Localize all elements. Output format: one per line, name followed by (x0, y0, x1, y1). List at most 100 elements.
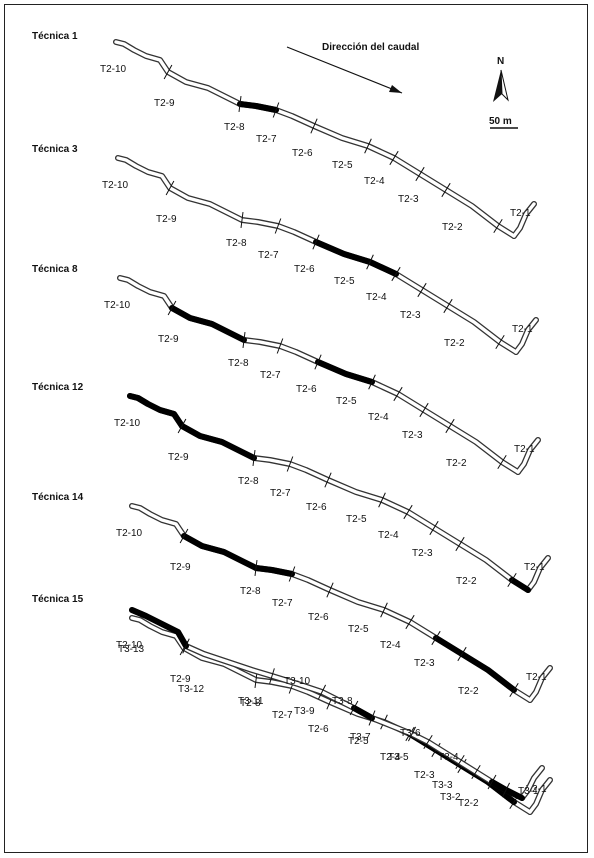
channel-inner (118, 276, 520, 474)
segment-divider (455, 754, 465, 770)
segment-divider (272, 102, 280, 118)
segment-divider (393, 386, 403, 402)
segment-divider (324, 472, 332, 488)
segment-label: T3-6 (400, 728, 421, 739)
channel-hook-inner (528, 666, 552, 702)
segment-divider (507, 572, 517, 588)
segment-divider (269, 668, 275, 684)
segment-divider (165, 180, 175, 196)
channel-hook-inner (514, 318, 538, 354)
segment-label: T2-4 (378, 530, 399, 541)
segment-divider (274, 218, 282, 234)
river-reach-2: T2-10 T2-9 T2-8 T2-7 T2-6 T2-5 T2-4 T2-3 T2-2 T2-… (104, 275, 541, 475)
channel-hook-inner (512, 202, 536, 238)
segment-label: T2-7 (258, 250, 279, 261)
panel-title: Técnica 14 (32, 492, 84, 503)
segment-divider (179, 528, 189, 544)
north-label: N (497, 56, 504, 67)
segment-label: T2-6 (306, 502, 327, 513)
segment-label: T2-1 (514, 444, 535, 455)
segment-label: T3-3 (432, 780, 453, 791)
segment-divider (368, 374, 376, 390)
segment-divider (254, 671, 258, 689)
segment-label: T3-7 (350, 732, 371, 743)
segment-divider (389, 150, 399, 166)
channel-inner (114, 40, 516, 238)
segment-divider (177, 418, 187, 434)
segment-divider (443, 298, 453, 314)
segment-divider (417, 282, 427, 298)
highlighted-segment (253, 565, 295, 577)
segment-label: T2-7 (256, 134, 277, 145)
segment-divider (366, 254, 374, 270)
segment-label: T2-5 (334, 276, 355, 287)
segment-label: T2-7 (270, 488, 291, 499)
segment-divider (276, 338, 284, 354)
river-reach-1: T2-10 T2-9 T2-8 T2-7 T2-6 T2-5 T2-4 T2-3 T2-2 T2-… (102, 155, 539, 355)
segment-label: T2-9 (170, 674, 191, 685)
segment-divider (471, 764, 481, 780)
highlighted-segment (181, 533, 259, 571)
highlighted-segment (169, 305, 247, 343)
segment-label: T2-3 (414, 770, 435, 781)
river-reach-0: T2-10 T2-9 T2-8 T2-7 T2-6 T2-5 T2-4 T2-3 T2-2 T2-… (100, 39, 537, 239)
segment-label: T2-7 (272, 598, 293, 609)
segment-divider (167, 300, 177, 316)
segment-divider (431, 630, 441, 646)
highlighted-segment (433, 635, 465, 657)
scale-label: 50 m (489, 116, 512, 127)
segment-divider (312, 234, 320, 250)
highlighted-segment (459, 651, 517, 693)
segment-label: T2-2 (458, 798, 479, 809)
segment-divider (441, 182, 451, 198)
segment-label: T2-8 (224, 122, 245, 133)
segment-divider (378, 492, 386, 508)
segment-label: T2-6 (292, 148, 313, 159)
segment-divider (242, 331, 246, 349)
panel-title: Técnica 3 (32, 144, 78, 155)
flow-direction-arrow (286, 46, 403, 94)
segment-label: T2-8 (238, 476, 259, 487)
segment-divider (368, 710, 376, 726)
channel-outline (117, 275, 521, 475)
segment-divider (288, 566, 296, 582)
segment-divider (455, 536, 465, 552)
highlighted-segment (503, 787, 525, 801)
segment-label: T3-8 (332, 696, 353, 707)
segment-label: T2-1 (512, 324, 533, 335)
segment-label: T2-6 (296, 384, 317, 395)
segment-label: T2-5 (348, 624, 369, 635)
segment-label: T2-7 (260, 370, 281, 381)
segment-divider (429, 520, 439, 536)
segment-divider (493, 218, 503, 234)
segment-divider (405, 614, 415, 630)
segment-label: T2-4 (380, 640, 401, 651)
segment-label: T2-8 (228, 358, 249, 369)
segment-label: T2-6 (308, 724, 329, 735)
segment-label: T2-9 (158, 334, 179, 345)
segment-label: T2-5 (348, 736, 369, 747)
river-reach-6: T3-13 T3-12 T3-11 T3-10 T3-9 T3-8 T3-7 T3-6 T3-5… (118, 607, 545, 803)
segment-label: T2-3 (398, 194, 419, 205)
channel-hook-inner (520, 766, 544, 800)
segment-divider (326, 582, 334, 598)
segment-divider (501, 782, 511, 798)
segment-label: T2-1 (526, 784, 547, 795)
segment-label: T2-3 (402, 430, 423, 441)
channel-inner (130, 504, 532, 702)
segment-label: T3-4 (438, 752, 459, 763)
segment-divider (497, 454, 507, 470)
segment-label: T2-8 (240, 586, 261, 597)
segment-label: T2-4 (380, 752, 401, 763)
segment-divider (317, 684, 327, 700)
highlighted-segment (367, 259, 399, 277)
segment-label: T3-1 (518, 786, 539, 797)
segment-divider (419, 402, 429, 418)
highlighted-segment (509, 577, 531, 593)
segment-label: T2-2 (456, 576, 477, 587)
segment-label: T2-4 (366, 292, 387, 303)
river-reach-5: T2-10 T2-9 T2-8 T2-7 T2-6 T2-5 T2-4 T2-3 T2-2 T2-… (116, 615, 553, 815)
channel-outline (127, 393, 531, 593)
panel-title: Técnica 15 (32, 594, 84, 605)
figure-frame (4, 4, 588, 853)
